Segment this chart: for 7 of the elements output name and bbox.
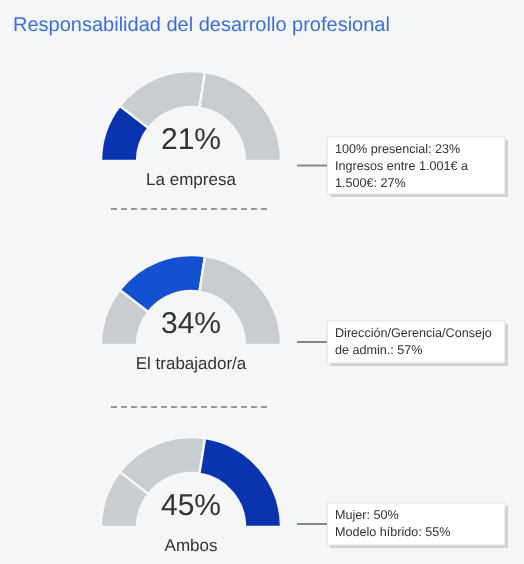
text: 21% [160,123,222,157]
text: Ambos [164,535,218,555]
chart-title: Responsabilidad del desarrollo profesional [13,15,390,37]
text: La empresa [146,169,237,189]
text: El trabajador/a [135,353,247,373]
text: 34% [160,307,222,341]
text: 45% [160,489,222,523]
